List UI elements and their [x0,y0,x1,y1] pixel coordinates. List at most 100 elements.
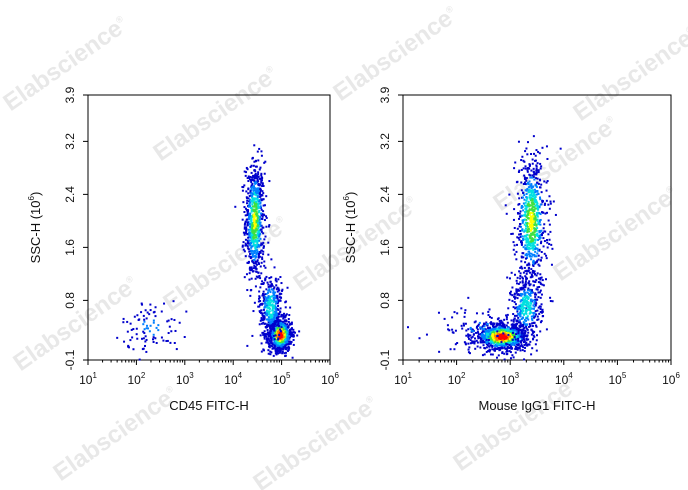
event-dot [541,201,544,204]
event-dot [273,286,276,289]
event-dot [540,303,543,306]
event-dot [170,330,173,333]
event-dot [517,236,520,239]
event-dot [505,344,508,347]
event-dot [539,223,542,226]
event-dot [265,216,268,219]
event-dot [267,332,270,335]
event-dot [534,218,537,221]
event-dot [271,322,274,325]
event-dot [262,290,265,293]
event-dot [268,289,271,292]
event-dot [257,225,260,228]
event-dot [256,150,259,153]
event-dot [519,309,522,312]
event-dot [247,180,250,183]
event-dot [540,320,543,323]
event-dot [243,226,246,229]
watermark-registered-mark: ® [564,373,575,385]
watermark-text: Elabscience® [148,61,283,167]
event-dot [263,336,266,339]
event-dot [274,294,277,297]
event-dot [523,292,526,295]
event-dot [256,259,259,262]
event-dot [518,321,521,324]
event-dot [246,344,249,347]
event-dot [519,281,522,284]
event-dot [290,331,293,334]
event-dot [532,253,535,256]
event-dot [272,294,275,297]
event-dot [532,171,535,174]
event-dot [539,162,542,165]
event-dot [493,339,496,342]
event-dot [268,277,271,280]
event-dot [499,347,502,350]
event-dot [261,184,264,187]
event-dot [538,221,541,224]
event-dot [279,310,282,313]
event-dot [252,174,255,177]
event-dot [249,266,252,269]
event-dot [264,299,267,302]
event-dot [503,345,506,348]
event-dot [519,287,522,290]
event-dot [476,328,479,331]
event-dot [256,229,259,232]
event-dot [278,335,281,338]
event-dot [513,328,516,331]
event-dot [263,301,266,304]
event-dot [261,314,264,317]
event-dot [285,339,288,342]
event-dot [275,344,278,347]
event-dot [530,208,533,211]
event-dot [251,194,254,197]
event-dot [518,289,521,292]
event-dot [518,212,521,215]
event-dot [284,306,287,309]
event-dot [263,238,266,241]
y-tick-label: 3.9 [63,86,77,103]
event-dot [275,342,278,345]
event-dot [255,235,258,238]
event-dot [267,313,270,316]
event-dot [467,342,470,345]
event-dot [277,289,280,292]
event-dot [522,220,525,223]
event-dot [273,298,276,301]
event-dot [248,222,251,225]
event-dot [481,339,484,342]
event-dot [523,322,526,325]
event-dot [554,213,557,216]
event-dot [526,245,529,248]
event-dot [507,334,510,337]
event-dot [274,305,277,308]
event-dot [256,242,259,245]
event-dot [524,261,527,264]
event-dot [515,323,518,326]
event-dot [255,210,258,213]
event-dot [541,146,544,149]
event-dot [264,305,267,308]
event-dot [257,206,260,209]
event-dot [250,268,253,271]
event-dot [280,326,283,329]
event-dot [539,179,542,182]
event-dot [534,204,537,207]
event-dot [256,246,259,249]
event-dot [285,319,288,322]
event-dot [500,331,503,334]
event-dot [138,358,141,361]
event-dot [480,333,483,336]
event-dot [524,238,527,241]
event-dot [514,345,517,348]
event-dot [258,244,261,247]
event-dot [507,328,510,331]
event-dot [532,175,535,178]
event-dot [263,219,266,222]
event-dot [549,296,552,299]
event-dot [283,312,286,315]
event-dot [527,296,530,299]
event-dot [142,337,145,340]
event-dot [511,286,514,289]
